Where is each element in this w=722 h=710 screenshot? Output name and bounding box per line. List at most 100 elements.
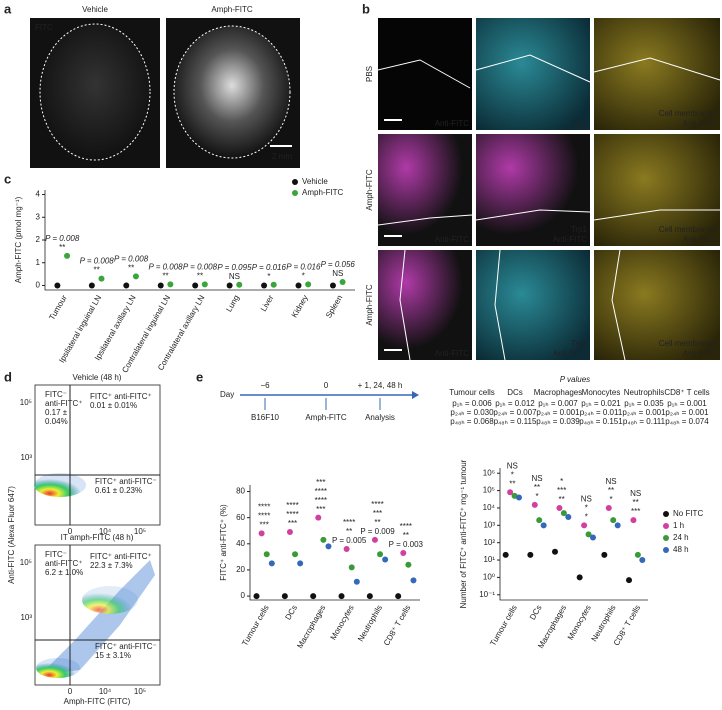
data-point [605,504,612,511]
significance: P = 0.005 [332,536,367,545]
image-caption: Trp1 [571,225,588,234]
channel-label: FITC [35,23,53,32]
row-label: Amph-FITC [365,169,374,211]
significance: **** [258,502,270,511]
data-point [305,281,312,288]
y-tick-label: 10³ [20,453,32,462]
quadrant-label: 15 ± 3.1% [95,651,131,660]
table-cell: p₂₄ₕ = 0.001 [665,408,709,417]
legend-label: No FITC [673,509,703,518]
y-tick-label: 10³ [483,520,495,529]
quadrant-label: FITC⁻ [45,550,67,559]
p-value: P = 0.008 [45,234,80,243]
significance: * [511,470,514,479]
quadrant-label: anti-FITC⁺ [45,559,83,568]
data-point [531,501,538,508]
table-header: Monocytes [582,388,621,397]
p-value: P = 0.008 [114,254,149,263]
significance: *** [373,509,382,518]
table-cell: p₄₈ₕ = 0.111 [623,417,666,426]
data-point [565,514,572,521]
significance: **** [258,511,270,520]
data-point [353,578,360,585]
data-point [98,275,105,282]
timeline [240,391,419,410]
data-point [320,536,327,543]
data-point [281,593,288,600]
data-point [343,546,350,553]
data-point [286,529,293,536]
significance: ** [162,271,168,280]
image-caption: Cell membranes [659,339,717,348]
significance: ** [403,531,409,540]
legend-marker [663,547,669,553]
quadrant-label: FITC⁻ [45,390,67,399]
p-value: P = 0.095 [217,263,252,272]
significance: * [560,477,563,486]
data-point [639,557,646,564]
data-point [556,504,563,511]
y-tick-label: 60 [236,513,245,522]
y-tick-label: 1 [36,258,41,267]
table-header: Tumour cells [449,388,495,397]
data-point [226,282,233,289]
tumour-outline [173,25,291,159]
y-tick-label: 10² [483,538,495,547]
data-point [88,282,95,289]
quadrant-label: FITC⁺ anti-FITC⁺ [90,552,152,561]
axis-title: Anti-FITC (Alexa Fluor 647) [7,486,16,584]
x-tick-label: Macrophages [295,604,327,650]
image-caption: Anti-FITC [553,235,587,244]
data-point [192,282,199,289]
p-value: P = 0.008 [183,262,218,271]
flow-title: Vehicle (48 h) [73,373,122,382]
flow-title: IT amph-FITC (48 h) [61,533,134,542]
quadrant-label: 0.17 ± [45,408,68,417]
significance: ** [346,527,352,536]
row-label: PBS [365,66,374,82]
data-point [270,281,277,288]
table-cell: p₁ₕ = 0.035 [624,399,664,408]
data-point [54,282,61,289]
tumour-outline [39,23,151,161]
data-point [552,548,559,555]
significance: **** [371,500,383,509]
table-header: DCs [507,388,523,397]
y-tick-label: 0 [241,591,246,600]
data-point [310,593,317,600]
y-tick-label: 10⁴ [483,503,496,512]
panel-label: e [196,369,203,384]
p-value: P = 0.056 [321,260,356,269]
timeline-label: Day [220,390,234,399]
flow-plots [34,384,161,686]
data-point [601,551,608,558]
data-point [502,551,509,558]
y-tick-label: 2 [36,235,41,244]
x-tick-label: 10⁵ [134,527,146,536]
table-cell: p₄₈ₕ = 0.074 [665,417,709,426]
significance: **** [315,487,327,496]
y-tick-label: 10⁰ [483,573,495,582]
significance: NS [507,461,518,470]
panel-label: a [4,1,12,16]
image-caption: Trp1 [571,119,588,128]
significance: * [302,271,305,280]
y-tick-label: 40 [236,539,245,548]
data-point [536,517,543,524]
y-tick-label: 10⁵ [483,486,495,495]
significance: **** [400,522,412,531]
significance: P = 0.009 [360,527,395,536]
x-tick-label: Tumour [47,293,69,321]
timeline-event: Analysis [365,413,395,422]
axis-title: Amph-FITC (FITC) [64,697,131,706]
significance: NS [605,477,616,486]
data-point [348,564,355,571]
legend-marker [663,511,669,517]
x-tick-label: Liver [259,293,276,313]
significance: *** [557,486,566,495]
table-header: Macrophages [534,388,582,397]
data-point [527,551,534,558]
legend-label: 48 h [673,545,689,554]
data-point [576,574,583,581]
row-label: Amph-FITC [365,284,374,326]
